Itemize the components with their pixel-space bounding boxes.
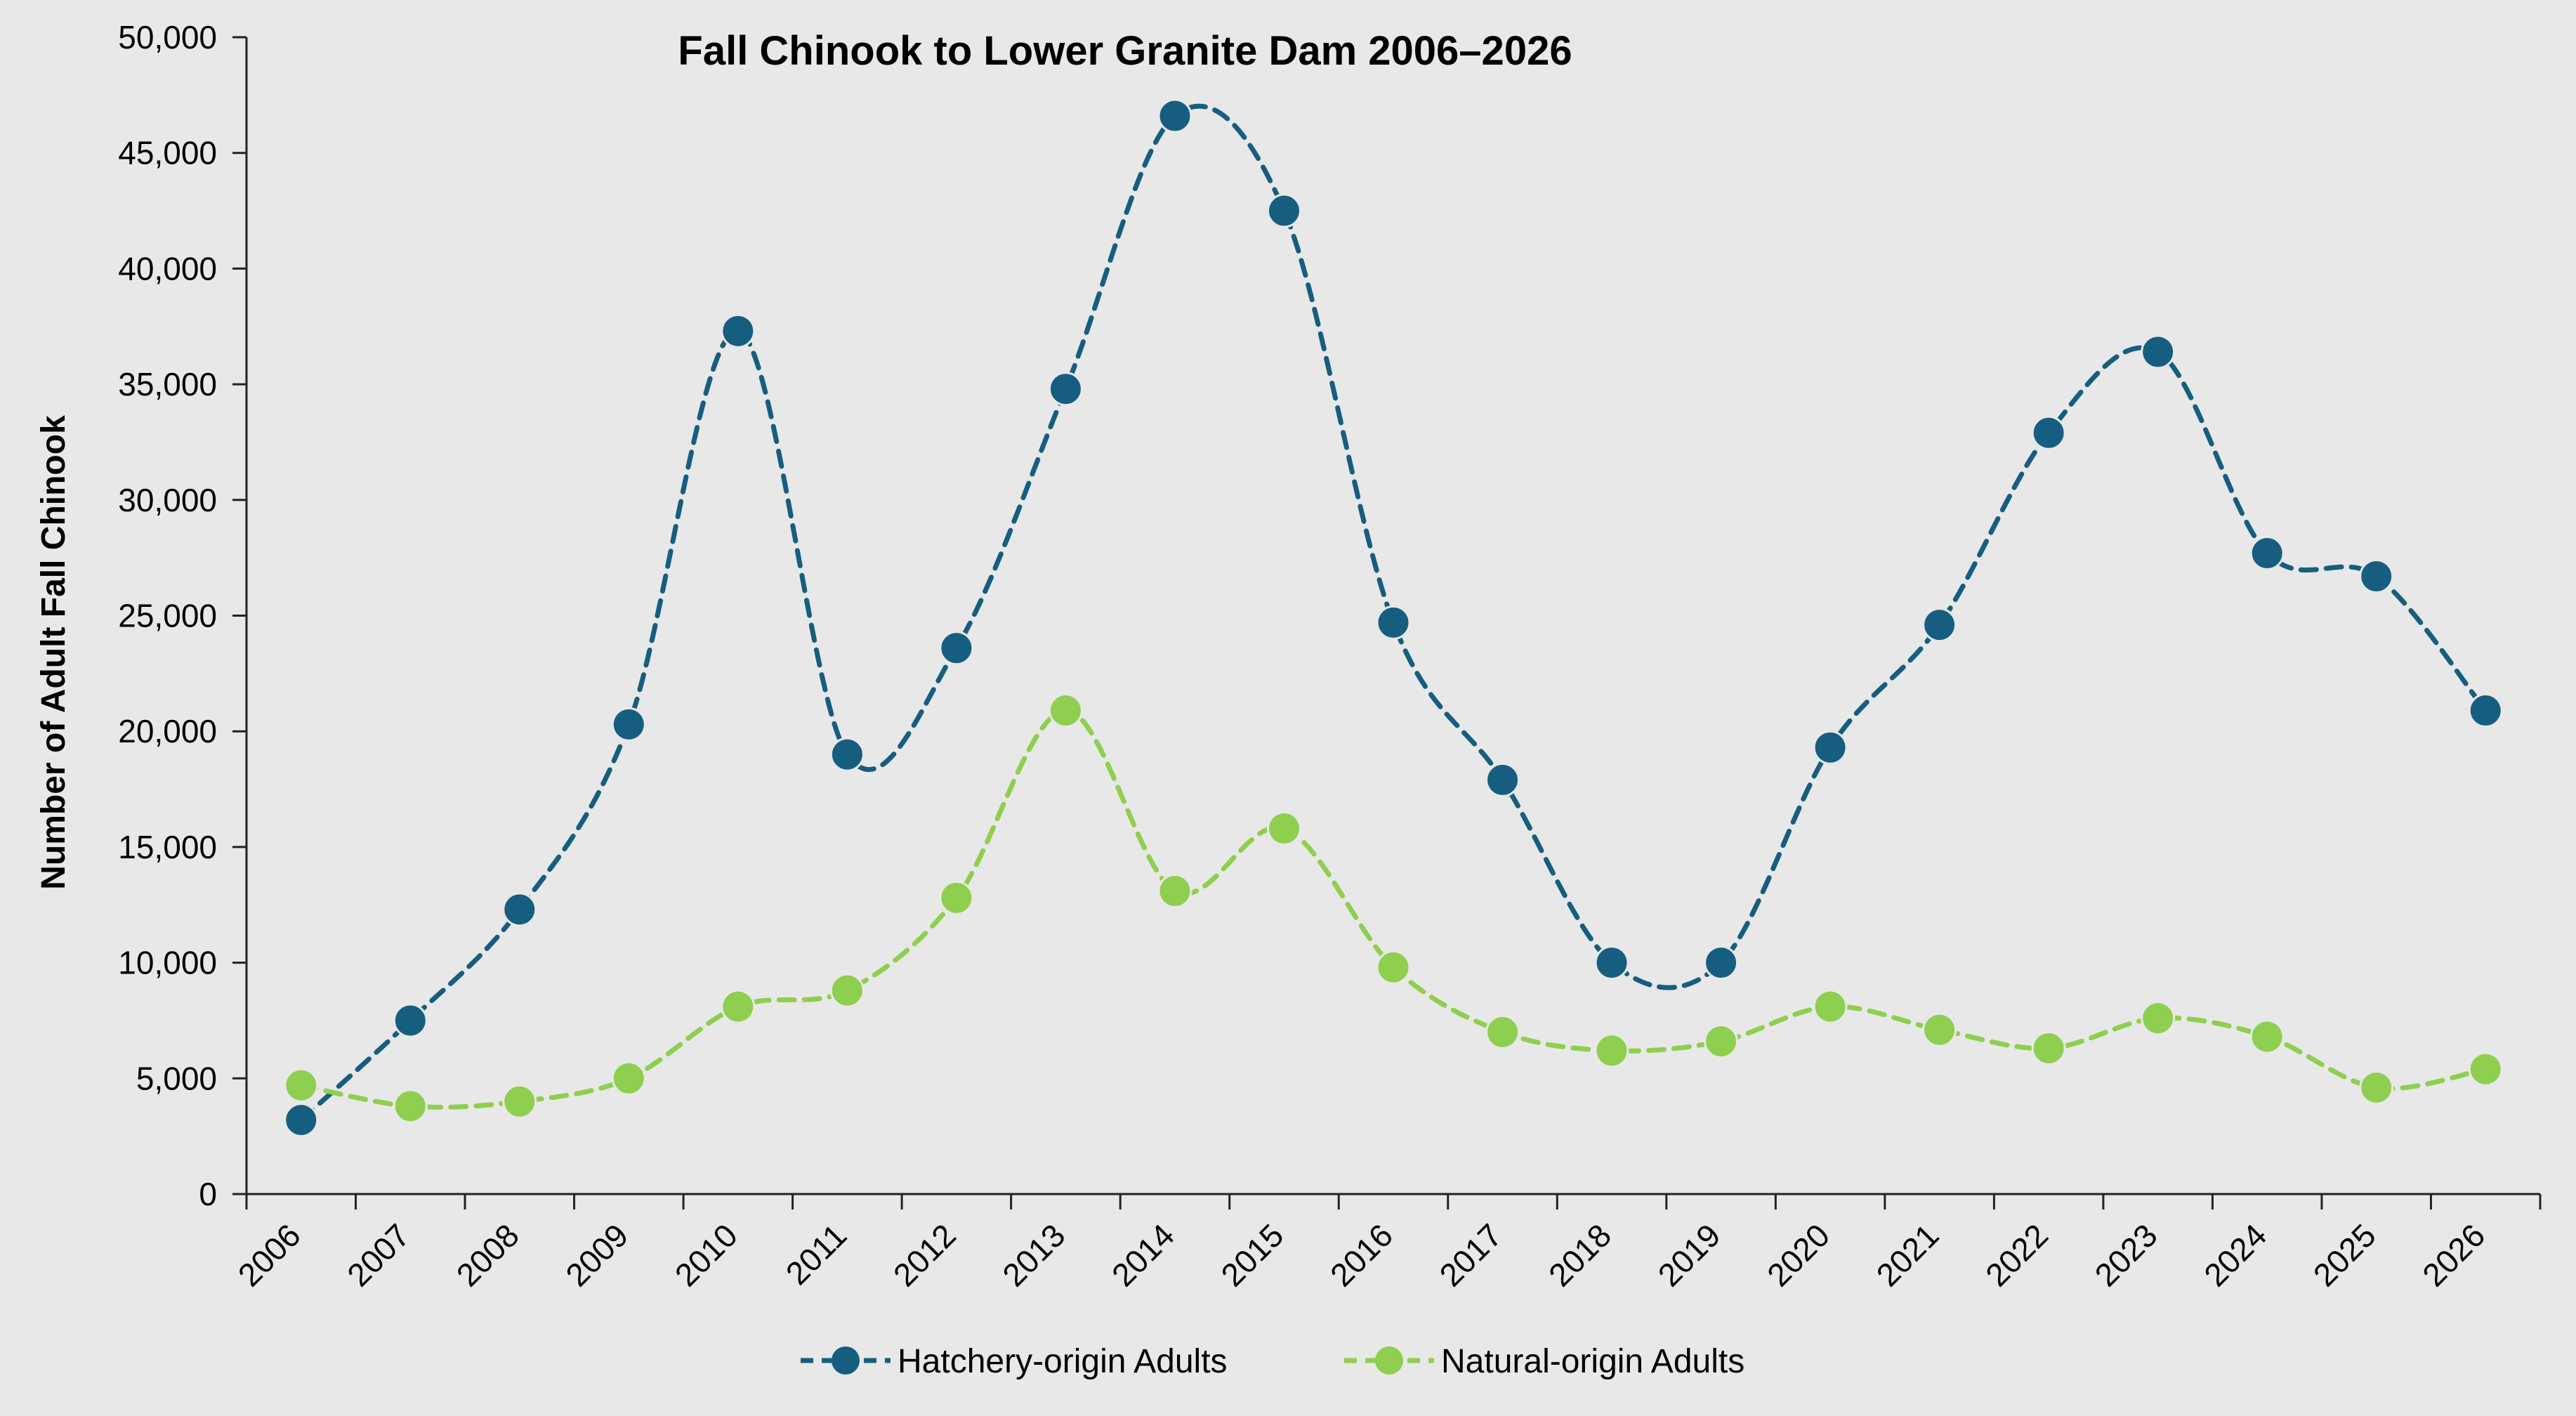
data-point <box>284 1068 319 1103</box>
y-tick-label: 5,000 <box>136 1060 217 1096</box>
data-point <box>393 1003 428 1038</box>
data-point <box>611 707 646 742</box>
legend-item: Natural-origin Adults <box>1344 1343 1744 1380</box>
data-point <box>2249 536 2285 571</box>
y-tick-label: 40,000 <box>118 250 217 287</box>
data-point <box>2031 415 2066 450</box>
data-point <box>1266 193 1301 228</box>
data-point <box>1376 950 1411 985</box>
data-point <box>1704 945 1739 981</box>
data-point <box>939 631 974 666</box>
data-point <box>1048 372 1083 407</box>
data-point <box>2468 693 2503 728</box>
data-point <box>1922 1012 1957 1047</box>
data-point <box>829 737 865 772</box>
y-tick-label: 50,000 <box>118 19 217 55</box>
series-hatchery <box>284 98 2503 1138</box>
data-point <box>1266 811 1301 846</box>
y-tick-label: 30,000 <box>118 482 217 518</box>
data-point <box>1376 605 1411 640</box>
y-tick-label: 35,000 <box>118 366 217 402</box>
chart-title: Fall Chinook to Lower Granite Dam 2006–2… <box>678 28 1572 74</box>
data-point <box>1704 1024 1739 1059</box>
data-point <box>1594 945 1629 981</box>
data-point <box>393 1089 428 1124</box>
data-point <box>1485 1014 1520 1049</box>
legend-label: Natural-origin Adults <box>1441 1343 1744 1380</box>
data-point <box>2249 1019 2285 1054</box>
y-tick-label: 45,000 <box>118 135 217 171</box>
data-point <box>2031 1030 2066 1066</box>
data-point <box>2359 559 2394 594</box>
data-point <box>2359 1070 2394 1105</box>
data-point <box>1813 730 1848 765</box>
series-line <box>298 103 2488 1123</box>
data-point <box>721 313 756 348</box>
series-layer <box>284 98 2503 1138</box>
y-tick-label: 20,000 <box>118 713 217 749</box>
series-natural <box>284 693 2503 1124</box>
legend-item: Hatchery-origin Adults <box>801 1343 1228 1380</box>
data-point <box>2468 1051 2503 1087</box>
data-point <box>1485 762 1520 797</box>
data-point <box>502 892 537 927</box>
data-point <box>2141 334 2176 369</box>
data-point <box>611 1061 646 1096</box>
data-point <box>1594 1033 1629 1068</box>
data-point <box>1157 873 1192 908</box>
data-point <box>1157 98 1192 133</box>
y-tick-label: 15,000 <box>118 829 217 865</box>
legend-marker <box>832 1346 860 1375</box>
data-point <box>2141 1001 2176 1036</box>
data-point <box>284 1103 319 1138</box>
y-tick-label: 10,000 <box>118 945 217 981</box>
data-point <box>829 973 865 1008</box>
legend: Hatchery-origin Adults Natural-origin Adu… <box>801 1343 1744 1380</box>
y-tick-label: 25,000 <box>118 598 217 634</box>
data-point <box>939 880 974 915</box>
data-point <box>1048 693 1083 728</box>
legend-marker <box>1375 1346 1403 1375</box>
data-point <box>1813 989 1848 1024</box>
y-axis-title: Number of Adult Fall Chinook <box>35 415 72 890</box>
y-tick-label: 0 <box>199 1176 217 1212</box>
data-point <box>1922 608 1957 643</box>
data-point <box>502 1084 537 1119</box>
data-point <box>721 989 756 1024</box>
series-line <box>298 708 2488 1110</box>
legend-label: Hatchery-origin Adults <box>898 1343 1228 1380</box>
